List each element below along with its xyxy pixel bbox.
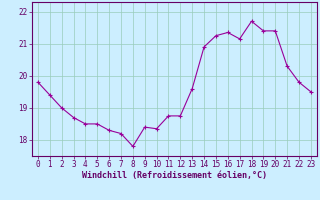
X-axis label: Windchill (Refroidissement éolien,°C): Windchill (Refroidissement éolien,°C) xyxy=(82,171,267,180)
